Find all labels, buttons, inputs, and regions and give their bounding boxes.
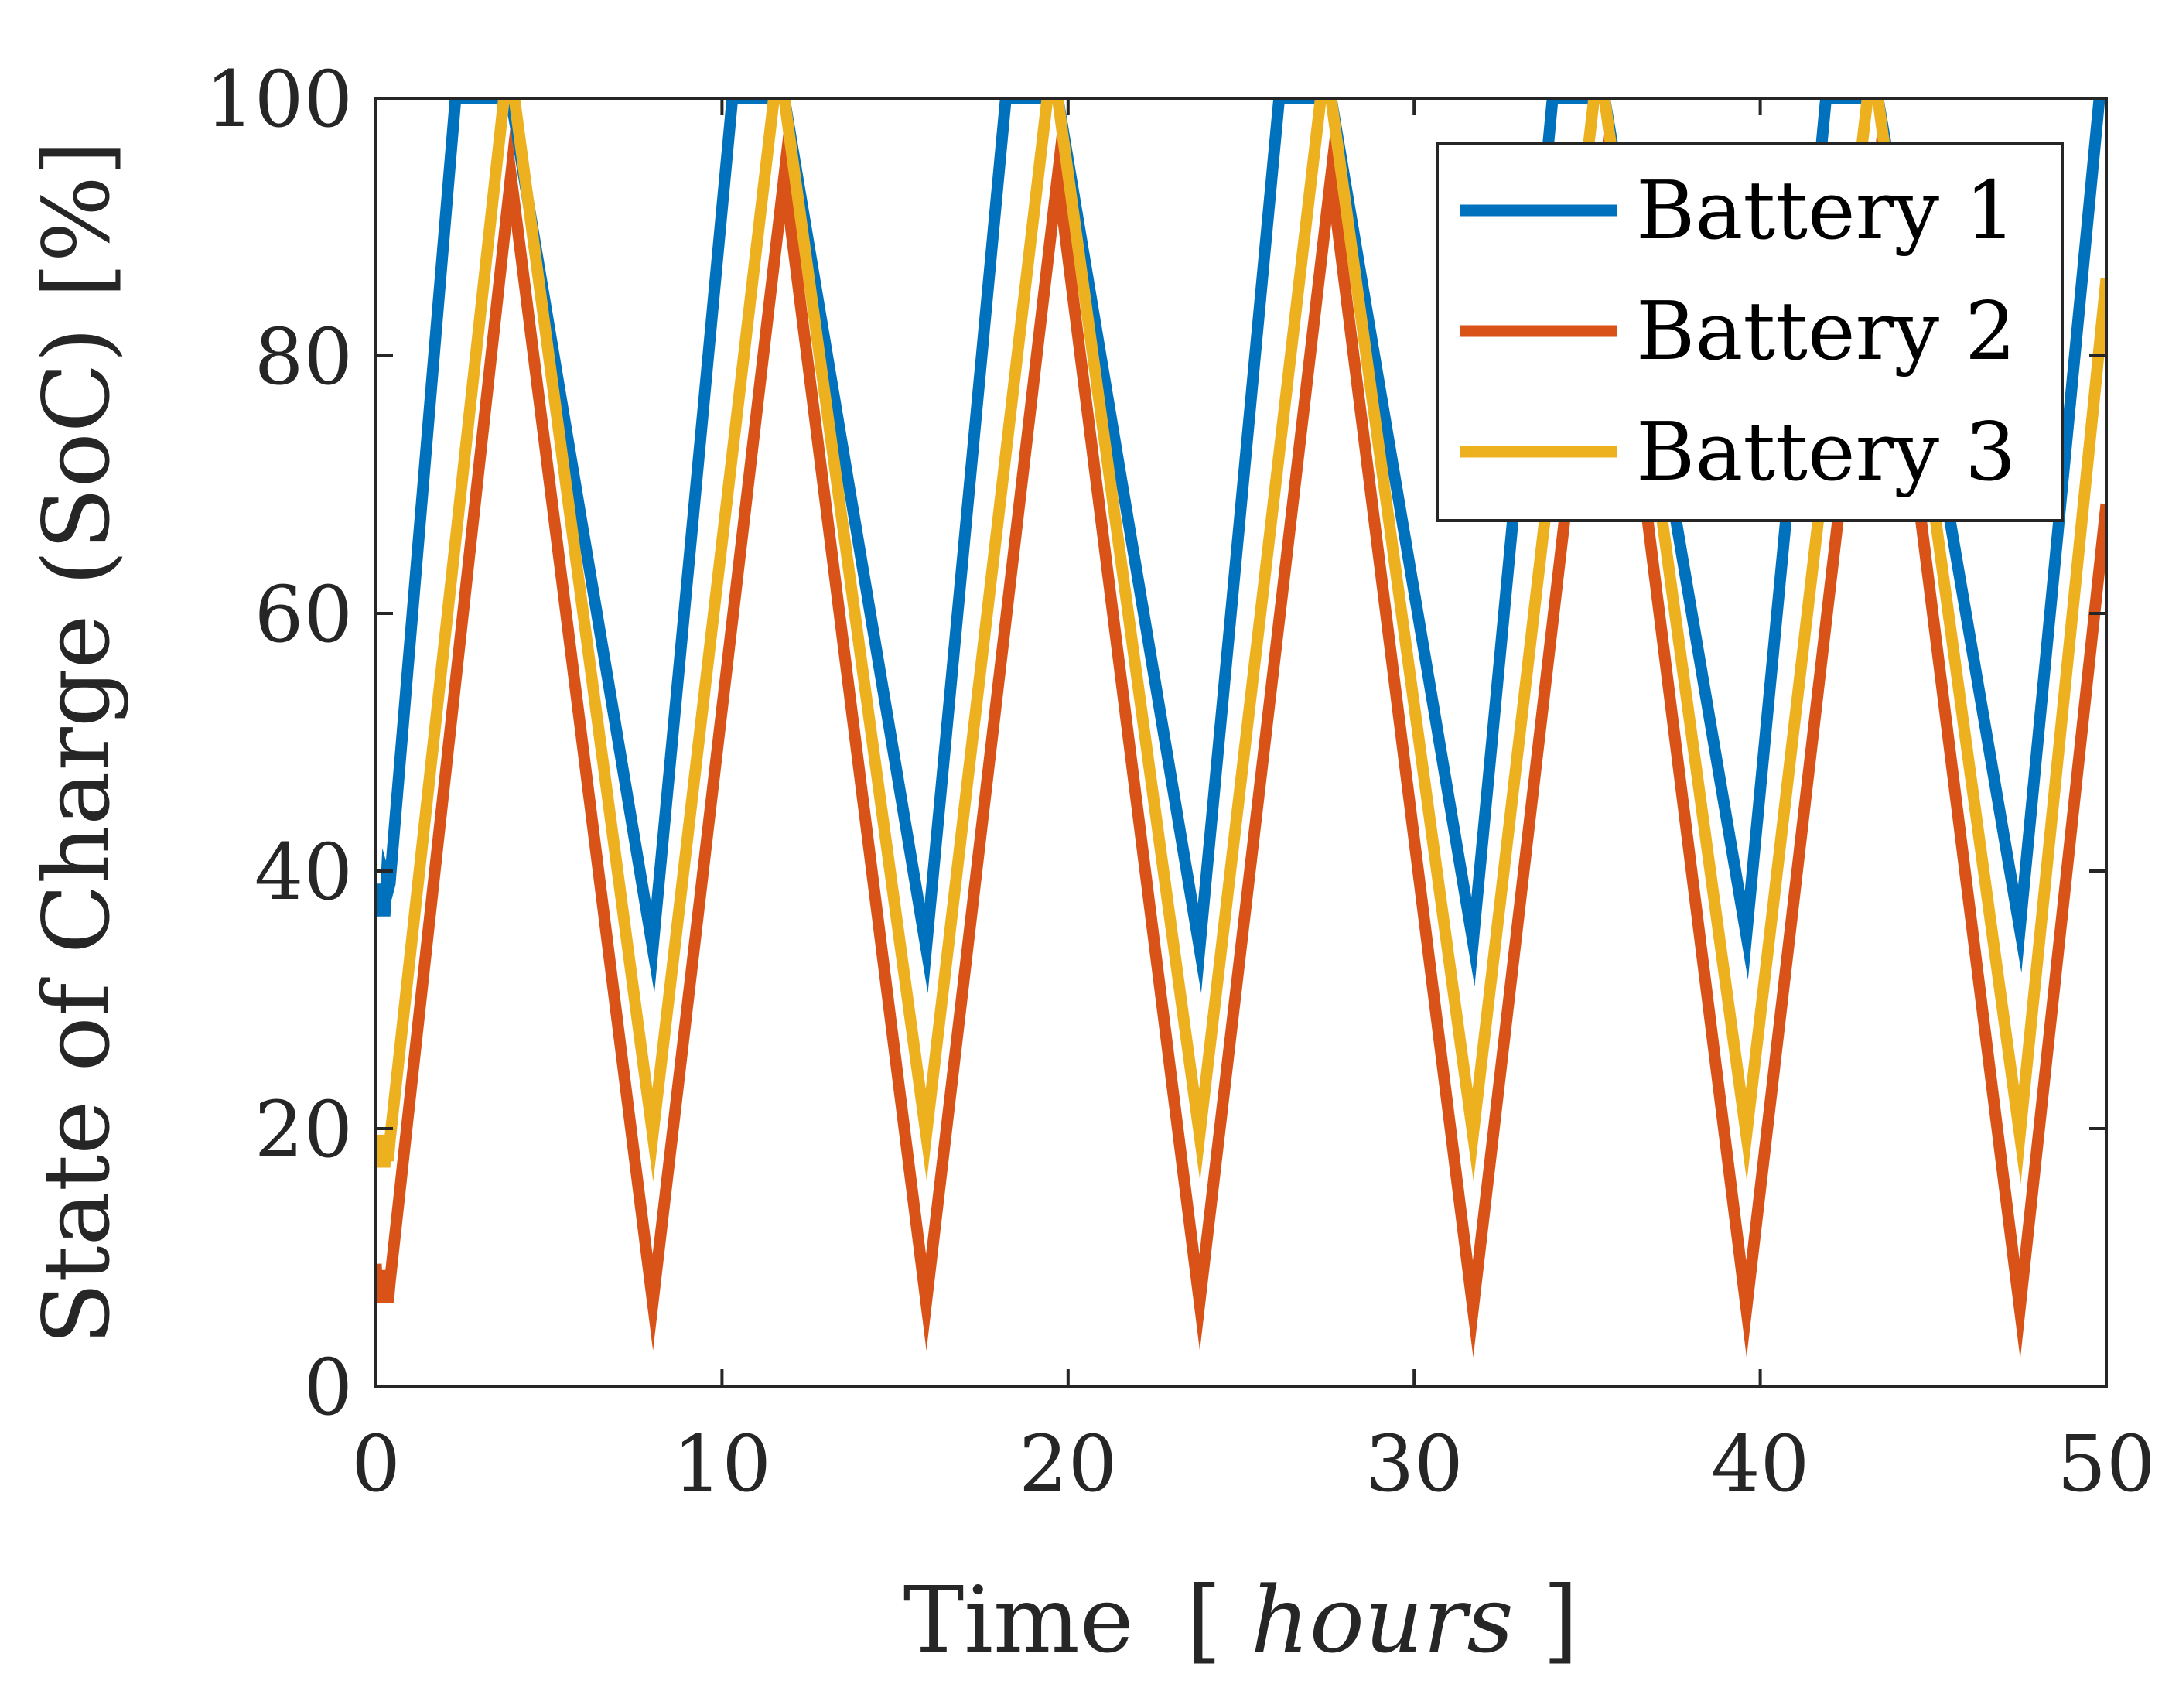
x-axis-title-close-bracket: ]	[1542, 1566, 1578, 1673]
legend-label-battery-1: Battery 1	[1636, 163, 2016, 258]
y-tick-label: 80	[254, 312, 353, 402]
axis-ticks: 0 10 20 30 40 50 0 20 40 60 80 100	[205, 54, 2156, 1509]
legend-label-battery-2: Battery 2	[1636, 284, 2016, 378]
series-layer	[376, 98, 2106, 1360]
y-tick-label: 100	[205, 54, 353, 145]
x-tick-label: 50	[2057, 1419, 2155, 1509]
x-axis-title-unit: hours	[1251, 1566, 1514, 1673]
x-tick-label: 20	[1019, 1419, 1117, 1509]
series-line-battery-1	[376, 98, 2106, 993]
legend-label-battery-3: Battery 3	[1636, 405, 2016, 499]
y-tick-label: 60	[254, 569, 353, 660]
y-tick-label: 40	[254, 827, 353, 917]
y-axis-title: State of Charge (SoC) [%]	[23, 140, 130, 1344]
legend-items: Battery 1 Battery 2 Battery 3	[1460, 163, 2016, 499]
x-tick-label: 30	[1365, 1419, 1463, 1509]
y-tick-label: 20	[254, 1085, 353, 1175]
x-tick-label: 40	[1711, 1419, 1809, 1509]
x-axis-title-open-bracket: [	[1186, 1566, 1221, 1673]
x-tick-label: 0	[351, 1419, 401, 1509]
series-line-battery-3	[376, 98, 2106, 1184]
legend: Battery 1 Battery 2 Battery 3	[1436, 142, 2064, 522]
x-axis-title-main: Time	[903, 1566, 1134, 1673]
x-axis-title: Time [ hours ]	[903, 1566, 1579, 1673]
series-line-battery-2	[376, 125, 2106, 1360]
x-tick-label: 10	[673, 1419, 771, 1509]
y-tick-label: 0	[303, 1342, 353, 1433]
plot-area-border	[374, 97, 2108, 1388]
